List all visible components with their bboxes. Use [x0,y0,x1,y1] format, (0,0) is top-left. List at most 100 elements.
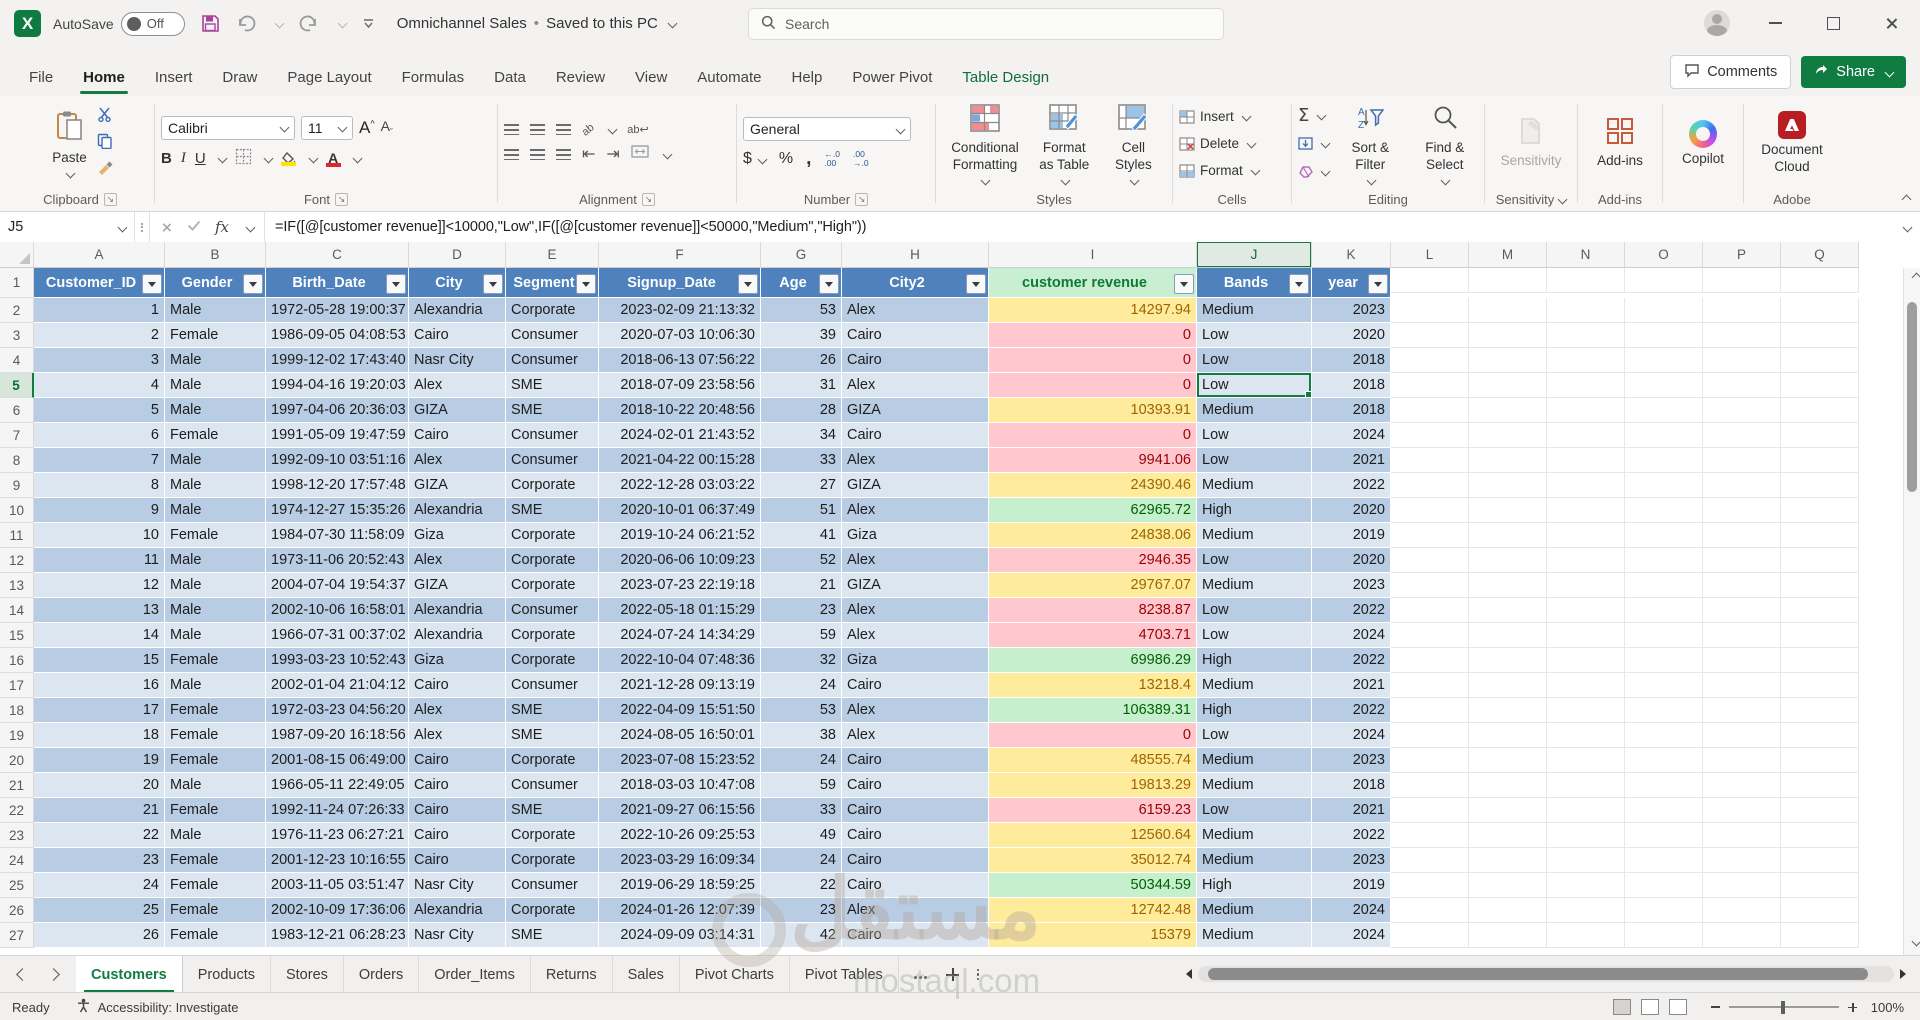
cell-I25[interactable]: 50344.59 [989,873,1197,898]
underline-chevron-icon[interactable] [217,153,228,164]
align-center-button[interactable] [530,148,545,160]
cell-J21[interactable]: Medium [1197,773,1312,798]
font-size-select[interactable]: 11 [301,115,353,140]
cell-Q3[interactable] [1781,323,1859,348]
cell-J4[interactable]: Low [1197,348,1312,373]
table-header-age[interactable]: Age [761,268,842,298]
cell-A24[interactable]: 23 [34,848,165,873]
cell-P7[interactable] [1703,423,1781,448]
cell-B23[interactable]: Male [165,823,266,848]
cell-G26[interactable]: 23 [761,898,842,923]
cell-F18[interactable]: 2022-04-09 15:51:50 [599,698,761,723]
document-cloud-button[interactable]: Document Cloud [1750,107,1834,180]
cell-E15[interactable]: Corporate [506,623,599,648]
filter-button[interactable] [1174,274,1194,294]
cell-H10[interactable]: Alex [842,498,989,523]
cell-J2[interactable]: Medium [1197,298,1312,323]
hscroll-right-icon[interactable] [1900,969,1906,979]
cell-F17[interactable]: 2021-12-28 09:13:19 [599,673,761,698]
cell-E13[interactable]: Corporate [506,573,599,598]
cell-M20[interactable] [1469,748,1547,773]
cell-M5[interactable] [1469,373,1547,398]
cell-C6[interactable]: 1997-04-06 20:36:03 [266,398,409,423]
cell-L18[interactable] [1391,698,1469,723]
cell-I10[interactable]: 62965.72 [989,498,1197,523]
column-header-N[interactable]: N [1547,242,1625,268]
align-right-button[interactable] [556,148,571,160]
sheet-nav-left-icon[interactable] [16,968,29,981]
table-header-city2[interactable]: City2 [842,268,989,298]
zoom-in-icon[interactable] [1848,1002,1857,1012]
cell-H17[interactable]: Cairo [842,673,989,698]
cell-N6[interactable] [1547,398,1625,423]
cell-A4[interactable]: 3 [34,348,165,373]
conditional-formatting-button[interactable]: Conditional Formatting [942,100,1028,188]
cell-J16[interactable]: High [1197,648,1312,673]
cell-G25[interactable]: 22 [761,873,842,898]
cell-Q13[interactable] [1781,573,1859,598]
cell-A15[interactable]: 14 [34,623,165,648]
cell-O6[interactable] [1625,398,1703,423]
cell-B27[interactable]: Female [165,923,266,948]
cell-N15[interactable] [1547,623,1625,648]
cell-G24[interactable]: 24 [761,848,842,873]
cell-J8[interactable]: Low [1197,448,1312,473]
ribbon-tab-table-design[interactable]: Table Design [962,68,1050,86]
cell-L19[interactable] [1391,723,1469,748]
cell-J20[interactable]: Medium [1197,748,1312,773]
zoom-slider-handle[interactable] [1781,1000,1785,1014]
cell-I27[interactable]: 15379 [989,923,1197,948]
percent-button[interactable]: % [778,150,794,167]
cell-J7[interactable]: Low [1197,423,1312,448]
ribbon-tab-home[interactable]: Home [68,58,140,96]
cell-P3[interactable] [1703,323,1781,348]
cell-A6[interactable]: 5 [34,398,165,423]
cell-G9[interactable]: 27 [761,473,842,498]
cell-I21[interactable]: 19813.29 [989,773,1197,798]
comments-button[interactable]: Comments [1670,55,1792,89]
cell-C4[interactable]: 1999-12-02 17:43:40 [266,348,409,373]
cell-I17[interactable]: 13218.4 [989,673,1197,698]
cell-O8[interactable] [1625,448,1703,473]
clipboard-dialog-launcher[interactable]: ↘ [103,192,117,206]
row-header-9[interactable]: 9 [0,473,34,498]
cell-G20[interactable]: 24 [761,748,842,773]
cell-A16[interactable]: 15 [34,648,165,673]
cell-I5[interactable]: 0 [989,373,1197,398]
cell-I8[interactable]: 9941.06 [989,448,1197,473]
cell-J3[interactable]: Low [1197,323,1312,348]
cell-C8[interactable]: 1992-09-10 03:51:16 [266,448,409,473]
normal-view-button[interactable] [1613,999,1631,1015]
cell-F5[interactable]: 2018-07-09 23:58:56 [599,373,761,398]
filter-button[interactable] [819,274,839,294]
cell-E27[interactable]: SME [506,923,599,948]
cell-Q22[interactable] [1781,798,1859,823]
cell-K7[interactable]: 2024 [1312,423,1391,448]
cell-M1[interactable] [1469,268,1547,293]
cell-A23[interactable]: 22 [34,823,165,848]
cell-C26[interactable]: 2002-10-09 17:36:06 [266,898,409,923]
add-ins-button[interactable]: Add-ins [1591,113,1649,174]
accessibility-status[interactable]: Accessibility: Investigate [76,998,238,1016]
column-header-M[interactable]: M [1469,242,1547,268]
cell-Q4[interactable] [1781,348,1859,373]
ribbon-tab-automate[interactable]: Automate [697,68,762,86]
cell-B9[interactable]: Male [165,473,266,498]
cell-K26[interactable]: 2024 [1312,898,1391,923]
cell-O3[interactable] [1625,323,1703,348]
cell-O18[interactable] [1625,698,1703,723]
select-all-corner[interactable] [0,242,34,268]
cell-L4[interactable] [1391,348,1469,373]
cell-C12[interactable]: 1973-11-06 20:52:43 [266,548,409,573]
table-header-segment[interactable]: Segment [506,268,599,298]
account-avatar[interactable] [1688,0,1746,46]
clear-button[interactable] [1298,160,1331,184]
cell-L3[interactable] [1391,323,1469,348]
more-sheets-icon[interactable] [913,966,928,984]
font-color-button[interactable]: A [325,151,341,167]
cell-E14[interactable]: Consumer [506,598,599,623]
cell-J12[interactable]: Low [1197,548,1312,573]
cell-L2[interactable] [1391,298,1469,323]
cell-I13[interactable]: 29767.07 [989,573,1197,598]
